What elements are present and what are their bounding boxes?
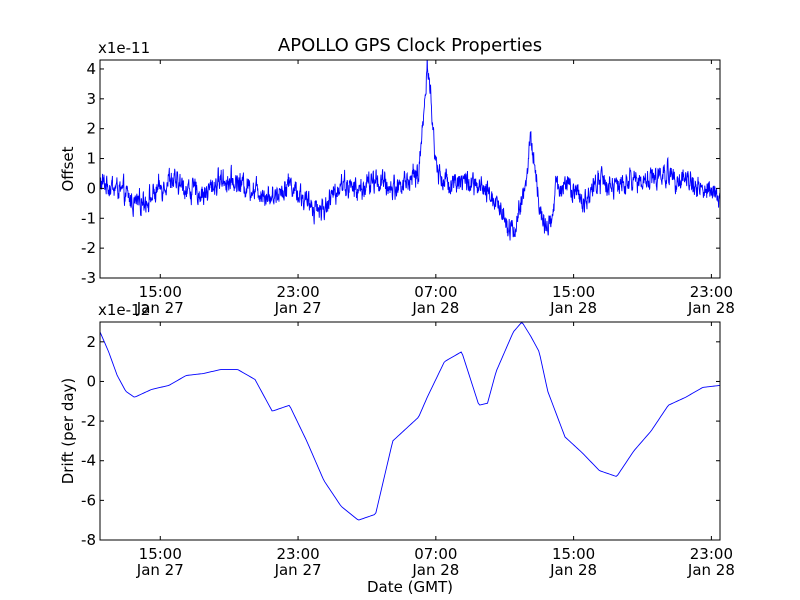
drift-x-tick-date: Jan 28 bbox=[411, 561, 459, 579]
drift-series-line bbox=[100, 322, 720, 521]
offset-axes-frame bbox=[99, 59, 721, 279]
offset-y-tick-label: -2 bbox=[81, 239, 96, 257]
offset-x-tick-date: Jan 28 bbox=[687, 299, 735, 317]
offset-multiplier-label: x1e-11 bbox=[98, 39, 150, 57]
offset-y-tick-label: 4 bbox=[86, 60, 96, 78]
offset-y-tick-label: 2 bbox=[86, 120, 96, 138]
x-axis-label: Date (GMT) bbox=[367, 578, 453, 596]
drift-y-tick-label: 2 bbox=[86, 333, 96, 351]
drift-x-tick-time: 23:00 bbox=[690, 545, 733, 563]
offset-x-tick-date: Jan 28 bbox=[411, 299, 459, 317]
drift-y-tick-label: -8 bbox=[81, 531, 96, 549]
drift-y-tick-label: -2 bbox=[81, 412, 96, 430]
drift-x-tick-date: Jan 28 bbox=[549, 561, 597, 579]
offset-x-tick-time: 23:00 bbox=[276, 283, 319, 301]
offset-x-tick-time: 23:00 bbox=[690, 283, 733, 301]
drift-x-tick-time: 23:00 bbox=[276, 545, 319, 563]
drift-x-tick-date: Jan 28 bbox=[687, 561, 735, 579]
drift-x-tick-time: 15:00 bbox=[139, 545, 182, 563]
offset-x-tick-date: Jan 28 bbox=[549, 299, 597, 317]
drift-x-tick-date: Jan 27 bbox=[136, 561, 184, 579]
offset-y-tick-label: -1 bbox=[81, 209, 96, 227]
drift-y-tick-label: -4 bbox=[81, 452, 96, 470]
drift-x-tick-date: Jan 27 bbox=[274, 561, 322, 579]
drift-y-axis-label: Drift (per day) bbox=[59, 378, 77, 485]
offset-x-tick-time: 15:00 bbox=[552, 283, 595, 301]
offset-y-axis-label: Offset bbox=[59, 146, 77, 191]
offset-x-tick-date: Jan 27 bbox=[136, 299, 184, 317]
drift-axes-frame bbox=[99, 321, 721, 541]
offset-x-tick-time: 15:00 bbox=[139, 283, 182, 301]
offset-x-tick-time: 07:00 bbox=[414, 283, 457, 301]
offset-y-tick-label: 3 bbox=[86, 90, 96, 108]
offset-y-tick-label: 0 bbox=[86, 179, 96, 197]
offset-series-line bbox=[100, 60, 720, 241]
drift-y-tick-label: 0 bbox=[86, 372, 96, 390]
drift-x-tick-time: 07:00 bbox=[414, 545, 457, 563]
offset-x-tick-date: Jan 27 bbox=[274, 299, 322, 317]
drift-y-tick-label: -6 bbox=[81, 491, 96, 509]
offset-y-tick-label: -3 bbox=[81, 269, 96, 287]
drift-multiplier-label: x1e-12 bbox=[98, 301, 150, 319]
offset-y-tick-label: 1 bbox=[86, 150, 96, 168]
chart-title: APOLLO GPS Clock Properties bbox=[278, 35, 542, 56]
drift-x-tick-time: 15:00 bbox=[552, 545, 595, 563]
